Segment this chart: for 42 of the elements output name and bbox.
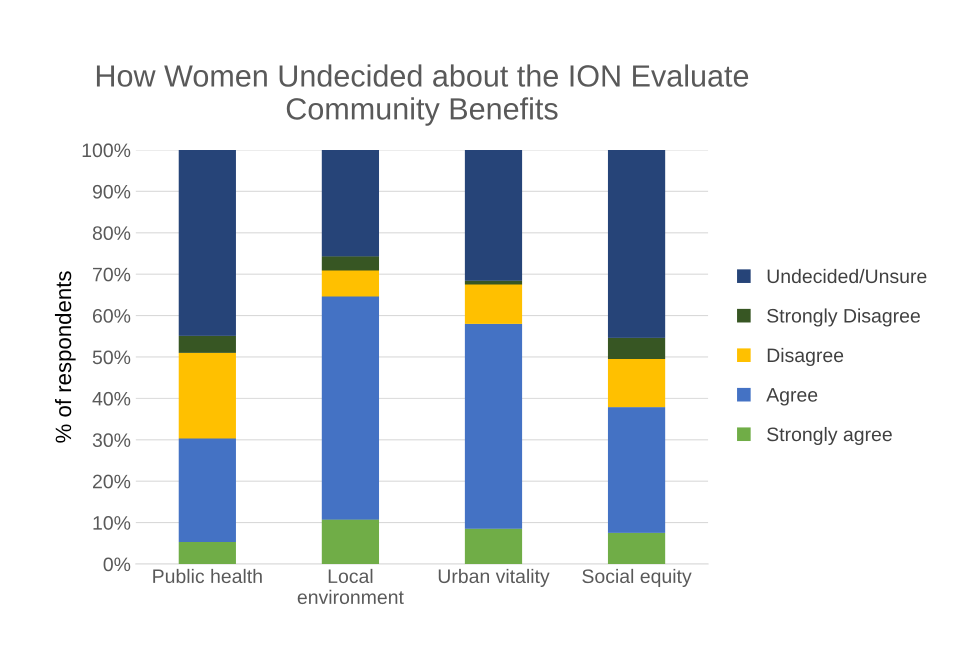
bar: [322, 270, 380, 297]
bar: [322, 150, 380, 256]
y-tick-label: 10%: [94, 516, 130, 530]
y-axis-title: % of respondents: [54, 271, 76, 443]
y-tick-label: 0%: [104, 557, 130, 572]
bar: [322, 296, 380, 520]
y-tick-label: 40%: [92, 392, 130, 406]
chart-title: How Women Undecided about the ION Evaluate Community Benefits: [96, 64, 748, 126]
y-tick-label: 90%: [92, 184, 130, 199]
bar: [178, 438, 236, 542]
y-tick-label: 20%: [93, 474, 130, 488]
bar: [464, 280, 522, 285]
bar: [464, 324, 522, 529]
bar: [608, 407, 666, 533]
y-tick-label: 50%: [92, 350, 130, 364]
bar: [322, 520, 380, 564]
legend-label: Undecided/Unsure: [768, 268, 926, 284]
bar: [608, 338, 666, 360]
legend-label: Strongly agree: [767, 426, 892, 446]
bar: [178, 542, 236, 564]
bar: [178, 336, 236, 353]
bar: [608, 150, 666, 338]
bar: [608, 359, 666, 408]
legend-label: Strongly Disagree: [767, 308, 920, 327]
x-tick-label: Urban vitality: [438, 568, 550, 587]
y-tick-label: 30%: [92, 433, 130, 448]
x-tick-label: Public health: [153, 568, 262, 584]
bar: [464, 284, 522, 324]
bar: [322, 256, 380, 270]
bar: [178, 150, 236, 336]
bar: [178, 352, 236, 439]
y-tick-label: 100%: [82, 143, 130, 158]
x-tick-label: Social equity: [582, 568, 692, 587]
y-tick-label: 60%: [93, 309, 130, 323]
bar: [608, 532, 666, 564]
y-tick-label: 70%: [93, 268, 130, 282]
bar: [464, 150, 522, 281]
legend-label: Agree: [766, 388, 818, 406]
bar: [464, 528, 522, 564]
y-tick-label: 80%: [92, 226, 130, 240]
x-tick-label: Local environment: [298, 568, 404, 604]
legend-label: Disagree: [768, 348, 844, 366]
